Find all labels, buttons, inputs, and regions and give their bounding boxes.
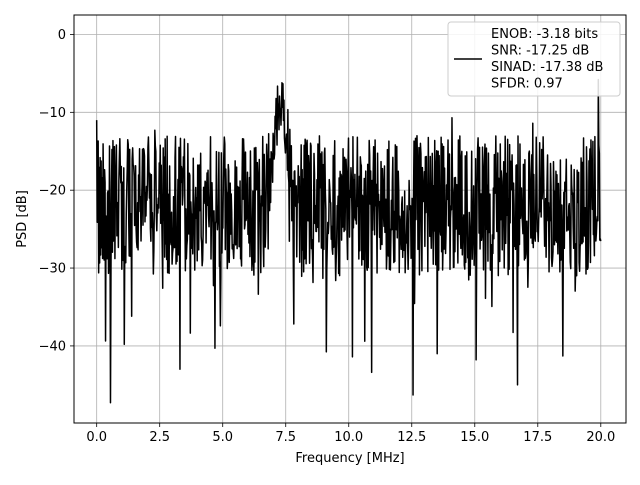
y-tick-label: −10 — [39, 106, 66, 121]
x-axis: 0.0 2.5 5.0 7.5 10.0 12.5 15.0 17.5 20.0 — [86, 423, 615, 445]
y-tick-label: 0 — [58, 28, 66, 43]
x-tick-label: 0.0 — [86, 430, 107, 445]
legend-entry-enob: ENOB: -3.18 bits — [491, 27, 598, 42]
y-axis: 0 −10 −20 −30 −40 — [39, 28, 74, 354]
y-tick-label: −40 — [39, 339, 66, 354]
legend-entry-snr: SNR: -17.25 dB — [491, 44, 589, 59]
psd-series-line — [95, 78, 602, 404]
y-tick-label: −30 — [39, 262, 66, 277]
x-tick-label: 12.5 — [397, 430, 426, 445]
x-tick-label: 7.5 — [275, 430, 296, 445]
x-axis-label: Frequency [MHz] — [295, 451, 404, 466]
series-layer — [95, 78, 602, 404]
x-tick-label: 2.5 — [149, 430, 170, 445]
x-tick-label: 17.5 — [523, 430, 552, 445]
plot-frame — [73, 14, 627, 424]
legend-entry-sinad: SINAD: -17.38 dB — [491, 60, 603, 75]
x-tick-label: 10.0 — [334, 430, 363, 445]
y-tick-label: −20 — [39, 184, 66, 199]
legend-entry-sfdr: SFDR: 0.97 — [491, 77, 563, 92]
x-tick-label: 5.0 — [212, 430, 233, 445]
y-axis-label: PSD [dB] — [15, 190, 30, 248]
legend: ENOB: -3.18 bits SNR: -17.25 dB SINAD: -… — [447, 21, 621, 97]
legend-box — [447, 21, 621, 97]
x-tick-label: 15.0 — [460, 430, 489, 445]
x-tick-label: 20.0 — [586, 430, 615, 445]
